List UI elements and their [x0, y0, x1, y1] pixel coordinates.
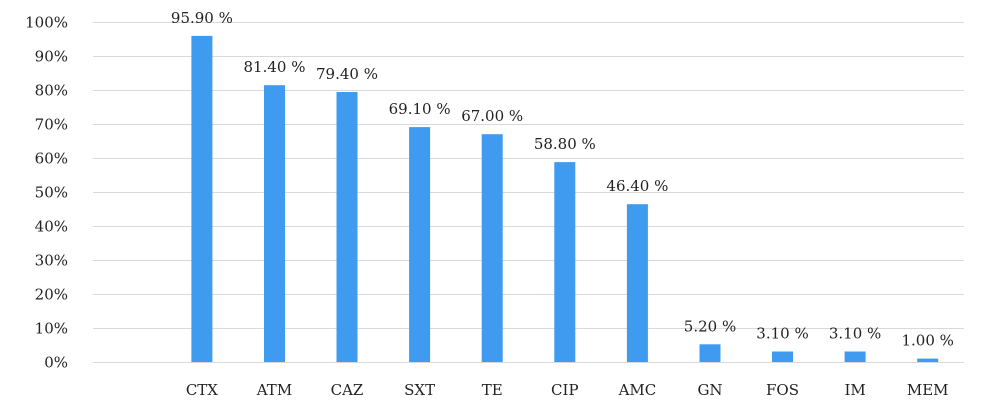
- data-label-ctx: 95.90 %: [171, 9, 233, 27]
- bar-sxt: [409, 127, 431, 362]
- y-tick-label: 80%: [35, 82, 68, 100]
- gridlines: [93, 22, 964, 363]
- bar-ctx: [191, 35, 213, 363]
- bar-amc: [626, 204, 648, 362]
- bars: [191, 35, 939, 363]
- bar-caz: [336, 92, 358, 362]
- bar-gn: [699, 344, 721, 362]
- y-tick-label: 60%: [35, 150, 68, 168]
- data-label-cip: 58.80 %: [534, 135, 596, 153]
- data-label-mem: 1.00 %: [901, 332, 953, 350]
- x-tick-label-te: TE: [482, 381, 503, 399]
- data-label-im: 3.10 %: [829, 325, 881, 343]
- data-label-gn: 5.20 %: [684, 317, 736, 335]
- x-tick-label-mem: MEM: [907, 381, 949, 399]
- x-tick-label-ctx: CTX: [186, 381, 218, 399]
- y-tick-label: 90%: [35, 48, 68, 66]
- bar-fos: [772, 351, 793, 362]
- bar-atm: [264, 85, 285, 362]
- data-label-atm: 81.40 %: [244, 58, 306, 76]
- y-tick-label: 50%: [35, 184, 68, 202]
- data-labels: 95.90 % 81.40 % 79.40 % 69.10 % 67.00 % 58.80…: [171, 9, 954, 350]
- x-tick-label-amc: AMC: [618, 381, 657, 399]
- y-tick-label: 40%: [35, 218, 68, 236]
- y-tick-label: 30%: [35, 252, 68, 270]
- y-tick-label: 10%: [35, 320, 68, 338]
- x-tick-label-im: IM: [844, 381, 865, 399]
- y-tick-label: 20%: [35, 286, 68, 304]
- y-tick-label: 100%: [25, 14, 68, 32]
- x-tick-label-cip: CIP: [551, 381, 579, 399]
- y-axis-tick-labels: 0% 10% 20% 30% 40% 50% 60% 70% 80% 90% 100%: [25, 14, 68, 372]
- x-tick-label-fos: FOS: [766, 381, 799, 399]
- x-tick-label-atm: ATM: [256, 381, 292, 399]
- x-tick-label-gn: GN: [697, 381, 722, 399]
- x-axis-category-labels: CTX ATM CAZ SXT TE CIP AMC GN FOS IM MEM: [186, 381, 949, 399]
- data-label-caz: 79.40 %: [316, 65, 378, 83]
- y-tick-label: 0%: [44, 354, 68, 372]
- data-label-sxt: 69.10 %: [389, 100, 451, 118]
- bar-im: [844, 351, 866, 362]
- y-tick-label: 70%: [35, 116, 68, 134]
- x-tick-label-caz: CAZ: [331, 381, 364, 399]
- bar-te: [481, 134, 503, 362]
- x-tick-label-sxt: SXT: [404, 381, 435, 399]
- bar-cip: [554, 162, 576, 362]
- data-label-te: 67.00 %: [461, 107, 523, 125]
- bar-mem: [917, 358, 939, 362]
- data-label-fos: 3.10 %: [756, 325, 808, 343]
- data-label-amc: 46.40 %: [606, 177, 668, 195]
